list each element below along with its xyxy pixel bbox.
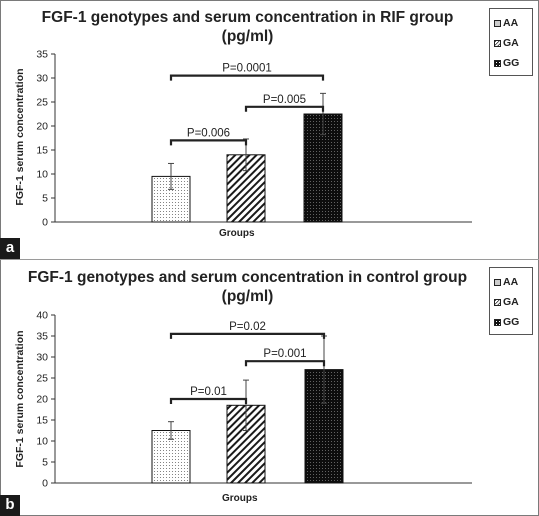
legend-label: GG (503, 316, 519, 328)
y-tick-label: 20 (36, 394, 48, 406)
legend-label: GA (503, 37, 519, 49)
legend-swatch-black (494, 319, 501, 326)
chart-a-title: FGF-1 genotypes and serum concentration … (20, 8, 475, 46)
y-tick-label: 25 (36, 373, 48, 385)
y-tick-label: 10 (36, 436, 48, 448)
chart-b-x-axis-label: Groups (222, 493, 258, 504)
legend-swatch-black (494, 60, 501, 67)
p-value-label: P=0.006 (187, 127, 230, 139)
y-tick-label: 15 (36, 145, 48, 157)
p-value-label: P=0.01 (190, 386, 227, 398)
legend-label: GG (503, 57, 519, 69)
chart-a-x-axis-label: Groups (219, 228, 255, 239)
y-tick-label: 0 (42, 217, 48, 229)
legend-item-gg: GG (494, 312, 532, 332)
y-tick-label: 5 (42, 457, 48, 469)
chart-panel-a: 0 5 10 15 20 25 30 35 P=0.006 P=0.005 P=0.0001 FGF… (0, 0, 539, 259)
legend-swatch-hatch (494, 40, 501, 47)
significance-bracket (171, 140, 246, 145)
chart-b-y-axis-label: FGF-1 serum concentration (14, 324, 26, 474)
legend-item-ga: GA (494, 33, 532, 53)
legend-label: AA (503, 17, 518, 29)
legend-swatch-hatch (494, 299, 501, 306)
chart-a-legend: AA GA GG (489, 8, 533, 76)
legend-swatch-dots (494, 279, 501, 286)
legend-label: GA (503, 296, 519, 308)
legend-item-aa: AA (494, 13, 532, 33)
p-value-label: P=0.02 (229, 321, 266, 333)
y-tick-label: 15 (36, 415, 48, 427)
legend-item-gg: GG (494, 53, 532, 73)
significance-bracket (171, 76, 323, 81)
y-tick-label: 10 (36, 169, 48, 181)
chart-b-legend: AA GA GG (489, 267, 533, 335)
y-tick-label: 30 (36, 73, 48, 85)
significance-bracket (246, 107, 323, 112)
y-tick-label: 40 (36, 310, 48, 322)
y-tick-label: 35 (36, 49, 48, 61)
y-tick-label: 0 (42, 478, 48, 490)
p-value-label: P=0.001 (263, 348, 306, 360)
panel-tag-b: b (0, 495, 20, 516)
chart-panel-b: 0 5 10 15 20 25 30 35 40 P=0.01 P=0.001 P=0.02 FGF-… (0, 260, 539, 516)
p-value-label: P=0.0001 (222, 63, 272, 75)
y-tick-label: 25 (36, 97, 48, 109)
p-value-label: P=0.005 (263, 94, 306, 106)
y-tick-label: 5 (42, 193, 48, 205)
significance-bracket (171, 334, 324, 339)
y-tick-label: 30 (36, 352, 48, 364)
significance-bracket (246, 361, 324, 366)
y-tick-label: 20 (36, 121, 48, 133)
significance-bracket (171, 399, 246, 404)
y-tick-label: 35 (36, 331, 48, 343)
chart-a-y-axis-label: FGF-1 serum concentration (14, 62, 26, 212)
legend-swatch-dots (494, 20, 501, 27)
chart-b-title: FGF-1 genotypes and serum concentration … (20, 268, 475, 306)
panel-tag-a: a (0, 238, 20, 259)
legend-item-aa: AA (494, 272, 532, 292)
legend-label: AA (503, 276, 518, 288)
legend-item-ga: GA (494, 292, 532, 312)
